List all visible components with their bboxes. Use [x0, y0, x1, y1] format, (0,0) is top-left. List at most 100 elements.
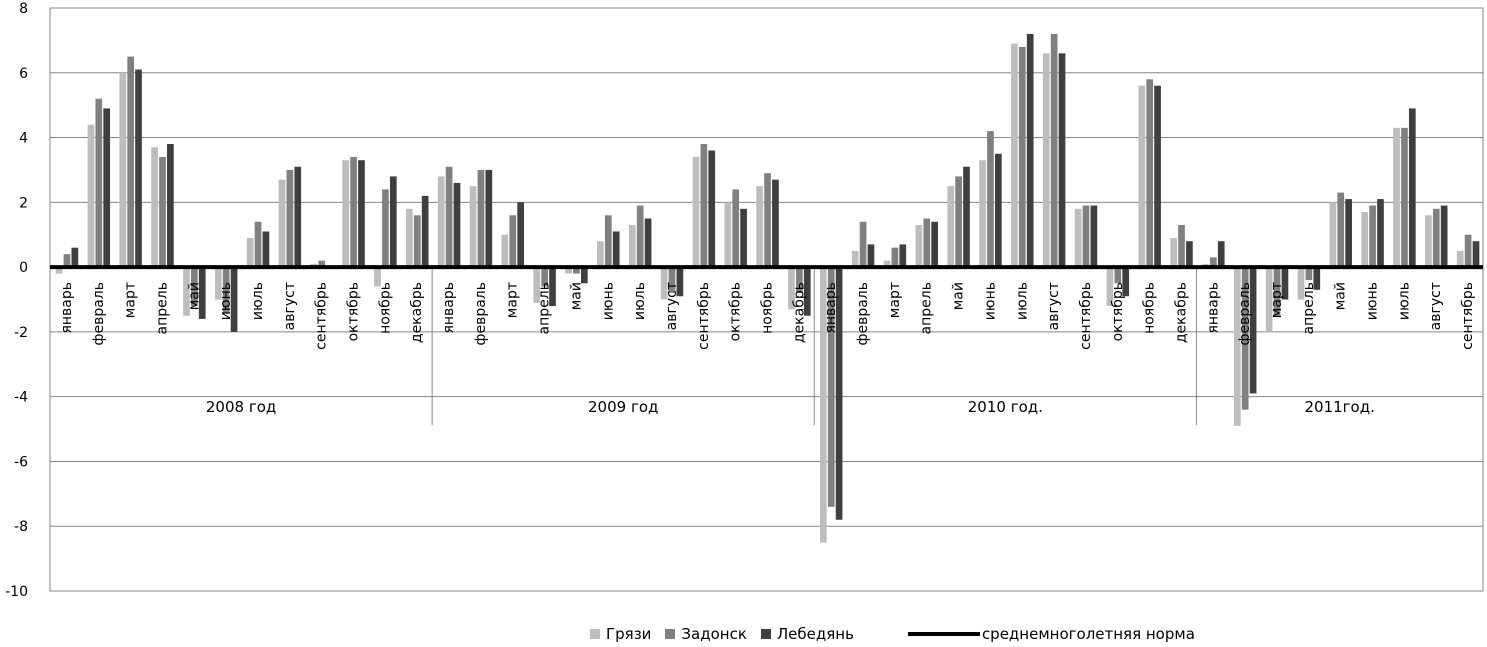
month-label: февраль [473, 282, 489, 346]
bar-lebedyan [1249, 267, 1257, 394]
bar-gryazi [1361, 212, 1369, 268]
bar-lebedyan [294, 166, 302, 268]
bar-zadonsk [764, 173, 771, 268]
bar-zadonsk [1178, 225, 1185, 268]
month-label: ноябрь [1142, 282, 1158, 334]
bar-gryazi [1329, 202, 1337, 268]
bar-zadonsk [382, 189, 389, 268]
bar-lebedyan [867, 244, 875, 268]
bar-zadonsk [1337, 192, 1345, 268]
bar-lebedyan [1313, 267, 1321, 290]
y-tick-label: 2 [19, 195, 28, 211]
bar-lebedyan [835, 267, 843, 520]
bar-lebedyan [708, 150, 716, 268]
bar-gryazi [1074, 208, 1082, 268]
bar-zadonsk [159, 156, 166, 268]
month-label: май [568, 282, 584, 310]
bar-gryazi [151, 147, 158, 268]
bar-gryazi [87, 124, 95, 268]
year-label: 2008 год [206, 398, 276, 416]
month-label: декабрь [791, 282, 807, 343]
bar-zadonsk [1305, 267, 1313, 281]
month-label: июль [1396, 282, 1412, 320]
month-label: сентябрь [1078, 282, 1094, 350]
bar-gryazi [1456, 250, 1464, 268]
bar-zadonsk [318, 260, 326, 268]
bar-zadonsk [254, 221, 262, 268]
bar-gryazi [788, 267, 795, 310]
bar-gryazi [851, 250, 859, 268]
legend-swatch-lebedyan [760, 629, 771, 639]
month-label: август [664, 282, 680, 330]
bar-lebedyan [1154, 85, 1161, 268]
bar-zadonsk [1369, 205, 1376, 268]
bar-gryazi [915, 225, 923, 268]
bar-lebedyan [549, 267, 556, 306]
month-label: май [186, 282, 202, 310]
bar-lebedyan [1281, 267, 1289, 300]
bar-zadonsk [604, 215, 612, 268]
bar-gryazi [883, 260, 891, 268]
bar-zadonsk [350, 156, 357, 268]
month-label: февраль [91, 282, 107, 346]
bar-gryazi [1170, 237, 1177, 268]
month-label: сентябрь [314, 282, 330, 350]
month-label: октябрь [1110, 282, 1126, 341]
bar-zadonsk [63, 254, 71, 268]
bar-gryazi [1297, 267, 1305, 300]
bar-zadonsk [1464, 234, 1472, 268]
y-tick-label: 0 [19, 260, 28, 276]
bar-zadonsk [700, 144, 708, 268]
bar-gryazi [469, 186, 477, 268]
bar-zadonsk [509, 215, 517, 268]
year-label: 2009 год [588, 398, 658, 416]
legend-swatch-gryazi [590, 629, 600, 639]
bar-zadonsk [987, 131, 994, 268]
bar-lebedyan [358, 160, 365, 268]
bar-gryazi [565, 267, 572, 274]
legend-label-zadonsk: Задонск [681, 625, 747, 643]
month-label: декабрь [1173, 282, 1189, 343]
bar-zadonsk [1050, 33, 1058, 268]
bar-zadonsk [222, 267, 230, 313]
bar-zadonsk [445, 166, 453, 268]
bar-zadonsk [477, 169, 485, 268]
bar-lebedyan [676, 267, 684, 297]
bar-zadonsk [1432, 208, 1440, 268]
month-label: октябрь [728, 282, 744, 341]
month-label: февраль [1237, 282, 1253, 346]
bar-lebedyan [740, 208, 747, 268]
month-label: январь [441, 282, 457, 334]
bar-lebedyan [103, 108, 111, 268]
bar-lebedyan [963, 166, 970, 268]
month-label: октябрь [346, 282, 362, 341]
y-tick-label: -6 [14, 454, 28, 470]
legend-swatch-zadonsk [665, 629, 676, 639]
y-tick-label: -4 [14, 390, 28, 406]
month-label: апрель [919, 282, 935, 334]
month-label: июнь [218, 282, 234, 320]
bar-lebedyan [389, 176, 397, 268]
bar-gryazi [597, 241, 604, 268]
bar-lebedyan [1090, 205, 1098, 268]
bar-lebedyan [421, 195, 429, 268]
bar-zadonsk [573, 267, 580, 274]
bar-gryazi [692, 156, 700, 268]
month-label: январь [823, 282, 839, 334]
month-label: август [1428, 282, 1444, 330]
bar-zadonsk [891, 247, 899, 268]
bar-gryazi [756, 186, 763, 268]
month-label: январь [59, 282, 75, 334]
bar-gryazi [947, 186, 955, 268]
y-tick-label: 8 [19, 1, 28, 17]
bar-gryazi [342, 160, 350, 268]
bar-lebedyan [1217, 241, 1225, 268]
bar-zadonsk [955, 176, 962, 268]
legend-item-zadonsk: Задонск [665, 625, 747, 643]
month-label: апрель [537, 282, 553, 334]
month-label: март [887, 282, 903, 318]
month-label: июнь [1365, 282, 1381, 320]
bar-gryazi [660, 267, 668, 300]
bar-zadonsk [636, 205, 644, 268]
legend: Грязи Задонск Лебедянь среднемноголетняя… [590, 625, 1195, 643]
